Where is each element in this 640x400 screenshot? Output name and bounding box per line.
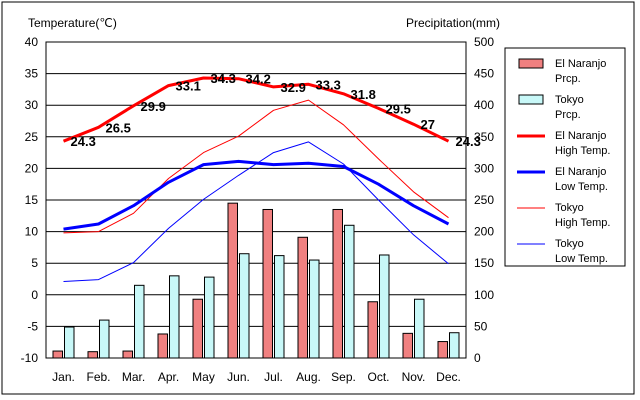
- bar-tokyo-prcp-8: [344, 224, 355, 359]
- legend-item-2-type: High Temp.: [555, 145, 610, 157]
- bar-elnaranjo-prcp-4: [192, 298, 203, 359]
- left-tick-label-1: -5: [27, 319, 38, 333]
- plot-border: [45, 41, 467, 359]
- x-tick-label-9: Oct.: [367, 370, 389, 384]
- x-tick-label-2: Mar.: [122, 370, 145, 384]
- legend-item-1-name: Tokyo: [555, 94, 584, 106]
- legend-item-3-type: Low Temp.: [555, 181, 608, 193]
- bar-tokyo-prcp-3: [169, 275, 180, 359]
- left-tick-label-8: 30: [25, 98, 39, 112]
- bar-tokyo-prcp-1: [99, 319, 110, 359]
- data-label-3: 33.1: [176, 79, 201, 94]
- legend-item-4-name: Tokyo: [555, 202, 584, 214]
- data-label-9: 29.5: [386, 101, 411, 116]
- left-tick-label-9: 35: [25, 67, 39, 81]
- left-tick-label-7: 25: [25, 130, 39, 144]
- data-label-8: 31.8: [351, 87, 376, 102]
- bar-elnaranjo-prcp-7: [297, 236, 308, 359]
- legend-item-5-type: Low Temp.: [555, 253, 608, 265]
- bar-tokyo-prcp-7: [309, 259, 320, 359]
- legend-item-0-swatch: [518, 58, 544, 69]
- line-tokyo-high-temp: [63, 99, 449, 234]
- x-tick-label-11: Dec.: [436, 370, 461, 384]
- bar-tokyo-prcp-9: [379, 254, 390, 359]
- right-tick-label-0: 0: [474, 351, 481, 365]
- bar-elnaranjo-prcp-2: [122, 350, 133, 359]
- data-label-0: 24.3: [71, 134, 96, 149]
- bar-elnaranjo-prcp-1: [87, 351, 98, 359]
- x-tick-label-8: Sep.: [331, 370, 356, 384]
- legend-box: [504, 47, 626, 267]
- bar-elnaranjo-prcp-0: [52, 350, 63, 359]
- bar-tokyo-prcp-6: [274, 255, 285, 359]
- legend-item-0-type: Prcp.: [555, 73, 581, 85]
- right-tick-label-4: 200: [474, 225, 494, 239]
- legend-item-1-type: Prcp.: [555, 109, 581, 121]
- right-tick-label-10: 500: [474, 35, 494, 49]
- line-elnaranjo-high-temp: [62, 76, 450, 143]
- x-tick-label-6: Jul.: [264, 370, 283, 384]
- right-tick-label-8: 400: [474, 98, 494, 112]
- left-tick-label-10: 40: [25, 35, 39, 49]
- legend-item-0-name: El Naranjo: [555, 58, 606, 70]
- left-axis-title: Temperature(℃): [28, 16, 117, 30]
- right-axis-title: Precipitation(mm): [406, 16, 500, 30]
- legend-item-5-name: Tokyo: [555, 238, 584, 250]
- bar-elnaranjo-prcp-10: [402, 332, 413, 359]
- right-tick-label-7: 350: [474, 130, 494, 144]
- data-label-7: 33.3: [316, 77, 341, 92]
- x-tick-label-4: May: [192, 370, 215, 384]
- bar-tokyo-prcp-0: [64, 326, 75, 359]
- bar-tokyo-prcp-10: [414, 298, 425, 359]
- left-tick-label-3: 5: [31, 256, 38, 270]
- right-tick-label-3: 150: [474, 256, 494, 270]
- bar-elnaranjo-prcp-8: [332, 208, 343, 359]
- bar-elnaranjo-prcp-5: [227, 202, 238, 359]
- bar-elnaranjo-prcp-9: [367, 301, 378, 359]
- right-tick-label-5: 250: [474, 193, 494, 207]
- bar-tokyo-prcp-4: [204, 276, 215, 359]
- bar-tokyo-prcp-5: [239, 253, 250, 359]
- bar-elnaranjo-prcp-3: [157, 333, 168, 359]
- left-tick-label-6: 20: [25, 161, 39, 175]
- bar-elnaranjo-prcp-6: [262, 208, 273, 359]
- data-label-10: 27: [421, 117, 435, 132]
- data-label-2: 29.9: [141, 99, 166, 114]
- left-tick-label-0: -10: [21, 351, 39, 365]
- data-label-5: 34.2: [246, 72, 271, 87]
- legend-item-3-name: El Naranjo: [555, 166, 606, 178]
- x-tick-label-10: Nov.: [402, 370, 426, 384]
- right-tick-label-2: 100: [474, 288, 494, 302]
- legend-item-4-type: High Temp.: [555, 217, 610, 229]
- x-tick-label-5: Jun.: [227, 370, 250, 384]
- data-label-11: 24.3: [456, 134, 481, 149]
- x-tick-label-3: Apr.: [158, 370, 179, 384]
- left-tick-label-4: 10: [25, 225, 39, 239]
- right-tick-label-1: 50: [474, 319, 488, 333]
- left-tick-label-2: 0: [31, 288, 38, 302]
- legend-item-2-name: El Naranjo: [555, 130, 606, 142]
- legend-item-1-swatch: [518, 94, 544, 105]
- line-elnaranjo-low-temp: [63, 159, 450, 231]
- x-tick-label-0: Jan.: [52, 370, 75, 384]
- x-tick-label-7: Aug.: [296, 370, 321, 384]
- left-tick-label-5: 15: [25, 193, 39, 207]
- x-tick-label-1: Feb.: [86, 370, 110, 384]
- right-tick-label-6: 300: [474, 161, 494, 175]
- data-label-4: 34.3: [211, 71, 236, 86]
- data-label-1: 26.5: [106, 120, 131, 135]
- bar-elnaranjo-prcp-11: [437, 341, 448, 359]
- bar-tokyo-prcp-11: [449, 332, 460, 359]
- data-label-6: 32.9: [281, 80, 306, 95]
- bar-tokyo-prcp-2: [134, 284, 145, 359]
- right-tick-label-9: 450: [474, 67, 494, 81]
